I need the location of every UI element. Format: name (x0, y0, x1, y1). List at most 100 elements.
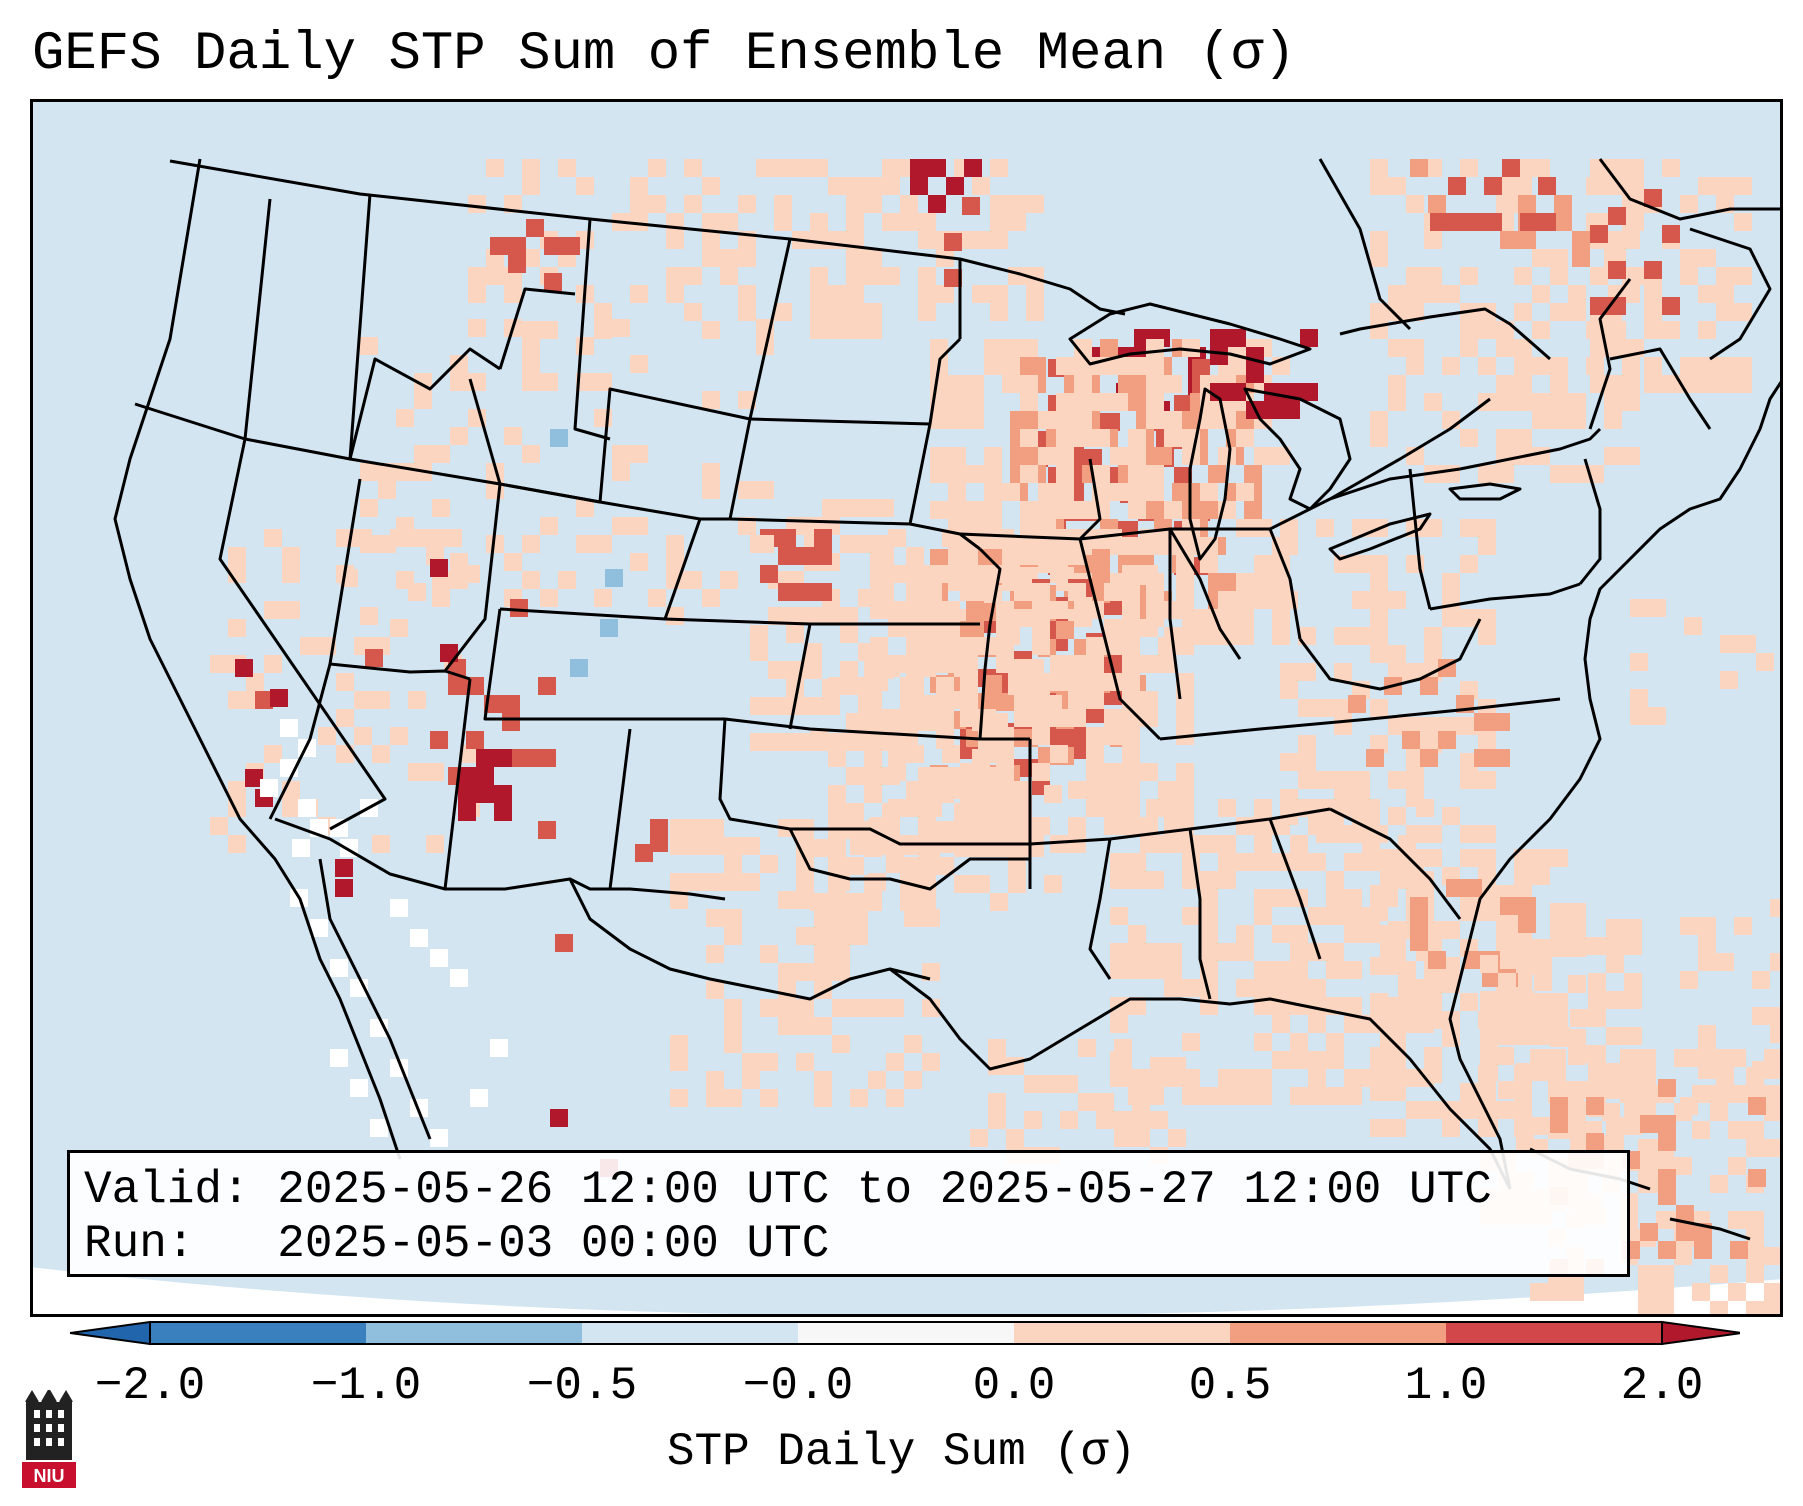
anomaly-cell (1498, 1009, 1516, 1027)
anomaly-cell (922, 963, 940, 981)
anomaly-cell (1500, 897, 1518, 915)
anomaly-cell (508, 237, 526, 255)
anomaly-cell (904, 1071, 922, 1089)
anomaly-cell (1626, 159, 1644, 177)
anomaly-cell (1218, 853, 1236, 871)
anomaly-cell (1662, 225, 1680, 243)
colorbar-tick-label: −0.0 (742, 1360, 854, 1412)
anomaly-cell (1720, 635, 1738, 653)
anomaly-cell (882, 803, 900, 821)
anomaly-cell (1406, 195, 1424, 213)
anomaly-cell (1770, 1007, 1783, 1025)
anomaly-cell (1104, 763, 1122, 781)
anomaly-cell (468, 285, 486, 303)
anomaly-cell (520, 749, 538, 767)
anomaly-cell (1218, 871, 1236, 889)
anomaly-cell (1236, 817, 1254, 835)
anomaly-cell (1290, 835, 1308, 853)
anomaly-cell (1442, 285, 1460, 303)
anomaly-cell (1480, 1027, 1498, 1045)
anomaly-cell (832, 1035, 850, 1053)
anomaly-cell (684, 303, 702, 321)
anomaly-cell (972, 231, 990, 249)
anomaly-cell (1676, 1205, 1694, 1223)
anomaly-cell (1460, 849, 1478, 867)
anomaly-cell (1344, 853, 1362, 871)
anomaly-cell (1424, 267, 1442, 285)
anomaly-cell (1370, 249, 1388, 267)
anomaly-cell (1738, 635, 1756, 653)
anomaly-cell (828, 803, 846, 821)
anomaly-cell (1680, 357, 1698, 375)
anomaly-cell (1370, 903, 1388, 921)
anomaly-cell (1352, 825, 1370, 843)
anomaly-cell (1110, 357, 1128, 375)
anomaly-cell (1028, 357, 1046, 375)
anomaly-cell (1008, 659, 1026, 677)
anomaly-cell (1078, 1093, 1096, 1111)
anomaly-cell (1100, 339, 1118, 357)
anomaly-cell (1158, 655, 1176, 673)
anomaly-cell (1254, 853, 1272, 871)
anomaly-cell (1140, 529, 1158, 547)
anomaly-cell (1514, 939, 1532, 957)
anomaly-cell (1442, 465, 1460, 483)
anomaly-cell (550, 1109, 568, 1127)
anomaly-cell (814, 963, 832, 981)
anomaly-cell (720, 571, 738, 589)
anomaly-cell (1308, 1069, 1326, 1087)
anomaly-cell (1146, 961, 1164, 979)
anomaly-cell (1716, 267, 1734, 285)
anomaly-cell (1764, 1301, 1782, 1317)
anomaly-cell (1692, 1283, 1710, 1301)
anomaly-cell (540, 589, 558, 607)
anomaly-cell (1568, 903, 1586, 921)
anomaly-cell (1624, 1099, 1642, 1117)
anomaly-cell (738, 303, 756, 321)
anomaly-cell (1050, 565, 1068, 583)
anomaly-cell (1410, 159, 1428, 177)
anomaly-cell (1638, 1067, 1656, 1085)
anomaly-cell (1176, 565, 1194, 583)
anomaly-cell (522, 177, 540, 195)
anomaly-cell (1352, 771, 1370, 789)
anomaly-cell (1484, 177, 1502, 195)
anomaly-cell (450, 373, 468, 391)
anomaly-cell (706, 873, 724, 891)
anomaly-cell (1608, 231, 1626, 249)
anomaly-cell (918, 231, 936, 249)
anomaly-cell (1038, 483, 1056, 501)
anomaly-cell (886, 999, 904, 1017)
anomaly-cell (1716, 375, 1734, 393)
anomaly-cell (724, 837, 742, 855)
anomaly-cell (1638, 1301, 1656, 1317)
anomaly-cell (1032, 619, 1050, 637)
anomaly-cell (1532, 447, 1550, 465)
anomaly-cell (954, 767, 972, 785)
anomaly-cell (1060, 1111, 1078, 1129)
anomaly-cell (245, 769, 263, 787)
anomaly-cell (1068, 835, 1086, 853)
anomaly-cell (1606, 1081, 1624, 1099)
anomaly-cell (1236, 483, 1254, 501)
anomaly-cell (1478, 867, 1496, 885)
anomaly-cell (840, 535, 858, 553)
anomaly-cell (1326, 1087, 1344, 1105)
anomaly-cell (1056, 621, 1074, 639)
anomaly-cell (1352, 555, 1370, 573)
anomaly-cell (1254, 555, 1272, 573)
colorbar-tick-label: 0.5 (1188, 1360, 1272, 1412)
anomaly-cell (1370, 573, 1388, 591)
anomaly-cell (1132, 1129, 1150, 1147)
anomaly-cell (1050, 655, 1068, 673)
anomaly-cell (666, 231, 684, 249)
anomaly-cell (1110, 943, 1128, 961)
anomaly-cell (1050, 745, 1068, 763)
anomaly-cell (1280, 789, 1298, 807)
anomaly-cell (1442, 957, 1460, 975)
anomaly-cell (450, 969, 468, 987)
anomaly-cell (964, 159, 982, 177)
anomaly-cell (868, 873, 886, 891)
anomaly-cell (612, 445, 630, 463)
anomaly-cell (1554, 213, 1572, 231)
